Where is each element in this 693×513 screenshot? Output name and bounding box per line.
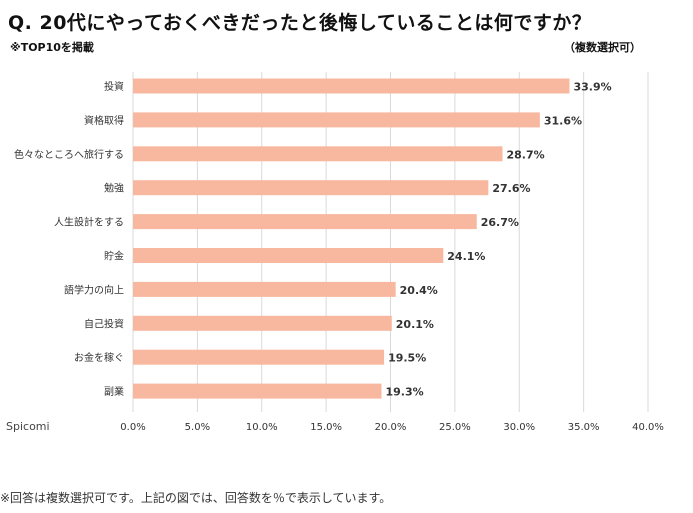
category-label: 貯金 <box>104 250 124 263</box>
bar <box>133 78 570 94</box>
x-tick-label: 5.0% <box>185 422 210 433</box>
x-tick-label: 0.0% <box>120 422 145 433</box>
value-label: 31.6% <box>544 114 582 127</box>
x-tick-label: 40.0% <box>632 422 664 433</box>
category-label: 副業 <box>104 385 124 398</box>
top10-note: ※TOP10を掲載 <box>10 41 94 54</box>
value-label: 24.1% <box>447 250 485 263</box>
value-label: 33.9% <box>573 81 611 94</box>
chart-title: Q. 20代にやっておくべきだったと後悔していることは何ですか？ <box>8 12 592 34</box>
x-tick-label: 35.0% <box>568 422 600 433</box>
category-label: 人生設計をする <box>54 216 124 229</box>
x-tick-label: 10.0% <box>246 422 278 433</box>
bar <box>133 248 444 263</box>
value-label: 27.6% <box>492 182 530 195</box>
multiple-choice-note: （複数選択可） <box>564 41 641 54</box>
bar <box>133 281 396 297</box>
category-label: お金を稼ぐ <box>74 351 124 364</box>
brand-logo-text: Spicomi <box>6 420 50 433</box>
bar <box>133 349 385 365</box>
x-tick-label: 25.0% <box>439 422 471 433</box>
bar <box>133 180 489 196</box>
bar <box>133 383 382 399</box>
category-label: 勉強 <box>104 182 124 195</box>
value-label: 20.1% <box>396 318 434 331</box>
category-label: 資格取得 <box>84 114 124 127</box>
bar-chart: 0.0% 5.0% 10.0% 15.0% 20.0% 25.0% 30.0% 35.0% 40… <box>6 72 664 433</box>
bar <box>133 214 477 230</box>
x-tick-label: 15.0% <box>310 422 342 433</box>
bar <box>133 315 392 331</box>
x-tick-label: 30.0% <box>503 422 535 433</box>
value-label: 20.4% <box>400 284 438 297</box>
value-label: 19.5% <box>388 352 426 365</box>
bar <box>133 146 503 162</box>
category-label: 語学力の向上 <box>64 283 124 296</box>
category-label: 投資 <box>104 80 124 93</box>
category-label: 自己投資 <box>84 317 124 330</box>
x-tick-label: 20.0% <box>375 422 407 433</box>
category-label: 色々なところへ旅行する <box>14 148 124 161</box>
value-label: 28.7% <box>507 148 545 161</box>
value-label: 19.3% <box>385 386 423 399</box>
value-label: 26.7% <box>481 216 519 229</box>
footnote: ※回答は複数選択可です。上記の図では、回答数を％で表示しています。 <box>0 491 392 505</box>
bar <box>133 112 540 128</box>
